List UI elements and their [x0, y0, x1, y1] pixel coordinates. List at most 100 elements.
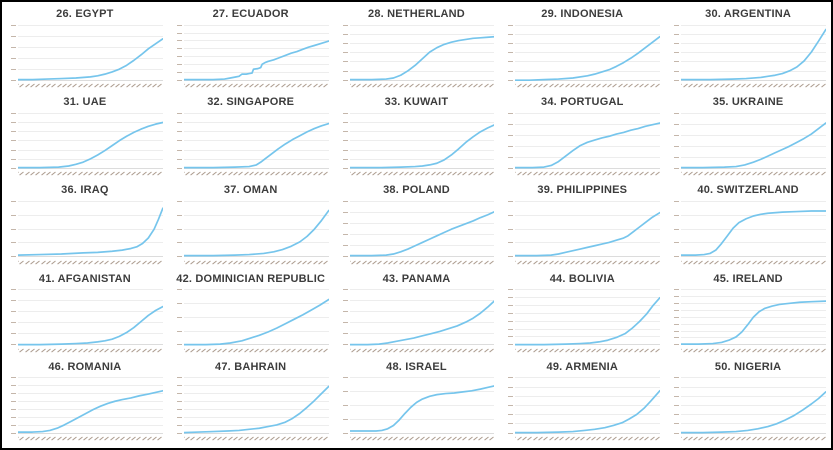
plot-area [515, 110, 661, 171]
x-tick-label [820, 83, 826, 88]
y-tick-label [674, 256, 680, 258]
series-line [184, 299, 329, 344]
x-tick-label [233, 348, 238, 353]
x-tick-label [730, 171, 736, 176]
x-axis [515, 260, 660, 270]
gridline [681, 242, 826, 244]
plot-area [18, 287, 163, 348]
x-tick-label [516, 260, 522, 265]
gridline [349, 33, 495, 35]
x-tick-label [751, 83, 757, 88]
chart-title: 28. NETHERLAND [368, 8, 465, 20]
y-tick-label [508, 79, 514, 81]
x-tick-label [639, 260, 644, 265]
x-tick-label [815, 171, 821, 176]
chart-cell: 35. UKRAINE [670, 93, 826, 181]
x-tick-label [78, 436, 83, 441]
x-tick-label [714, 171, 720, 176]
x-tick-label [40, 348, 46, 353]
y-tick-label [674, 112, 680, 114]
chart-cell: 31. UAE [7, 93, 163, 181]
y-tick-label [342, 391, 348, 393]
line-chart-svg [515, 287, 660, 348]
y-tick-label [674, 432, 680, 434]
x-tick-label [425, 83, 431, 88]
y-tick-label [342, 122, 348, 124]
y-tick-label [342, 61, 348, 63]
x-axis [681, 171, 826, 181]
x-axis-baseline [349, 344, 495, 346]
x-tick-label [222, 348, 228, 353]
x-tick-label [201, 436, 206, 441]
plot-row [670, 198, 826, 259]
gridline [515, 305, 661, 307]
y-tick-label [342, 212, 348, 214]
y-tick-label [508, 423, 514, 425]
x-tick-label [436, 260, 441, 265]
x-tick-label [789, 436, 794, 441]
gridline [18, 149, 163, 151]
chart-title: 41. AFGANISTAN [38, 272, 131, 285]
x-tick-label [109, 171, 115, 176]
chart-cell: 34. PORTUGAL [504, 93, 661, 181]
x-tick-label [367, 260, 372, 265]
y-axis [173, 375, 184, 436]
gridline [681, 24, 826, 26]
x-axis [349, 171, 495, 181]
plot-area [349, 375, 495, 436]
gridline [18, 122, 163, 124]
line-chart-svg [350, 375, 495, 436]
line-chart-svg [18, 375, 163, 436]
x-tick-label [233, 436, 238, 441]
x-tick-label [425, 171, 431, 176]
x-tick-label [628, 436, 634, 441]
plot-area [18, 198, 163, 259]
x-tick-label [698, 260, 704, 265]
x-tick-label [446, 171, 452, 176]
x-tick-label [361, 260, 367, 265]
x-tick-label [617, 348, 623, 353]
x-tick-label [56, 260, 62, 265]
x-tick-label [104, 348, 110, 353]
x-tick-label [93, 348, 99, 353]
line-chart-svg [350, 198, 495, 259]
x-tick-label [409, 171, 415, 176]
x-tick-label [238, 171, 244, 176]
gridline [18, 424, 163, 426]
x-tick-label [78, 171, 83, 176]
x-tick-label [259, 83, 265, 88]
y-tick-label [11, 289, 16, 291]
x-tick-label [190, 260, 196, 265]
line-chart-svg [184, 198, 329, 259]
chart-title: 35. UKRAINE [712, 96, 784, 109]
y-tick-label [508, 386, 514, 388]
x-tick-label [147, 436, 152, 441]
x-tick-label [570, 348, 575, 353]
x-tick-label [719, 83, 725, 88]
x-tick-label [147, 348, 152, 353]
gridline [349, 311, 495, 313]
gridline [681, 112, 826, 114]
x-tick-label [515, 436, 517, 441]
y-tick-label [674, 167, 680, 169]
x-tick-label [617, 436, 623, 441]
plot-area [183, 22, 329, 83]
x-tick-label [222, 171, 228, 176]
x-tick-label [751, 260, 757, 265]
y-tick-label [11, 333, 16, 335]
x-tick-label [185, 348, 190, 353]
x-tick-label [527, 83, 533, 88]
y-tick-label [11, 57, 16, 59]
x-tick-label [804, 436, 810, 441]
y-tick-label [508, 312, 514, 314]
y-tick-label [11, 322, 16, 324]
x-tick-label [195, 171, 201, 176]
x-tick-label [483, 348, 489, 353]
x-tick-label [147, 83, 152, 88]
x-tick-label [591, 83, 596, 88]
x-tick-label [735, 260, 741, 265]
x-tick-label [115, 436, 120, 441]
x-tick-label [201, 348, 206, 353]
x-tick-label [815, 436, 821, 441]
plot-area [515, 22, 661, 83]
